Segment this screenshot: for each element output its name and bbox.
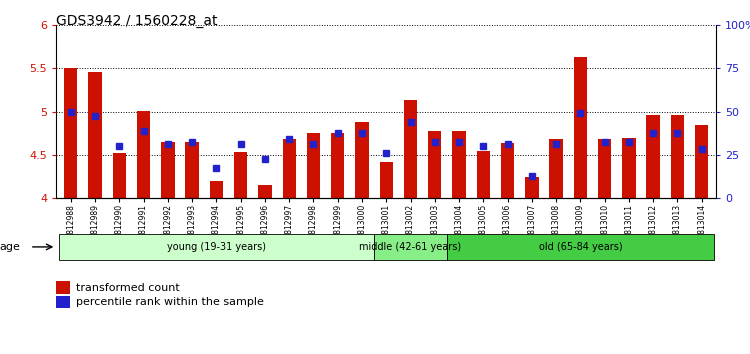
Bar: [283, 139, 296, 198]
Text: GDS3942 / 1560228_at: GDS3942 / 1560228_at: [56, 14, 217, 28]
Text: young (19-31 years): young (19-31 years): [167, 242, 266, 252]
Text: old (65-84 years): old (65-84 years): [538, 242, 622, 252]
Bar: [58, 234, 374, 260]
Bar: [404, 100, 417, 198]
Bar: [137, 111, 150, 198]
Bar: [695, 125, 708, 198]
Text: percentile rank within the sample: percentile rank within the sample: [76, 297, 264, 307]
Text: transformed count: transformed count: [76, 283, 179, 293]
Bar: [185, 142, 199, 198]
Bar: [550, 139, 562, 198]
Bar: [234, 152, 248, 198]
Bar: [622, 138, 635, 198]
Bar: [428, 131, 442, 198]
Bar: [598, 139, 611, 198]
Bar: [380, 162, 393, 198]
Bar: [356, 122, 369, 198]
Bar: [331, 133, 344, 198]
Text: middle (42-61 years): middle (42-61 years): [359, 242, 461, 252]
Bar: [112, 153, 126, 198]
Bar: [525, 177, 538, 198]
Bar: [88, 72, 102, 198]
Bar: [447, 234, 714, 260]
Bar: [258, 185, 272, 198]
Bar: [307, 133, 320, 198]
Bar: [452, 131, 466, 198]
Bar: [161, 142, 175, 198]
Bar: [574, 57, 587, 198]
Bar: [374, 234, 447, 260]
Bar: [477, 152, 490, 198]
Bar: [646, 115, 660, 198]
Bar: [64, 68, 77, 198]
Bar: [670, 115, 684, 198]
Text: age: age: [0, 242, 20, 252]
Bar: [501, 143, 515, 198]
Bar: [210, 181, 223, 198]
